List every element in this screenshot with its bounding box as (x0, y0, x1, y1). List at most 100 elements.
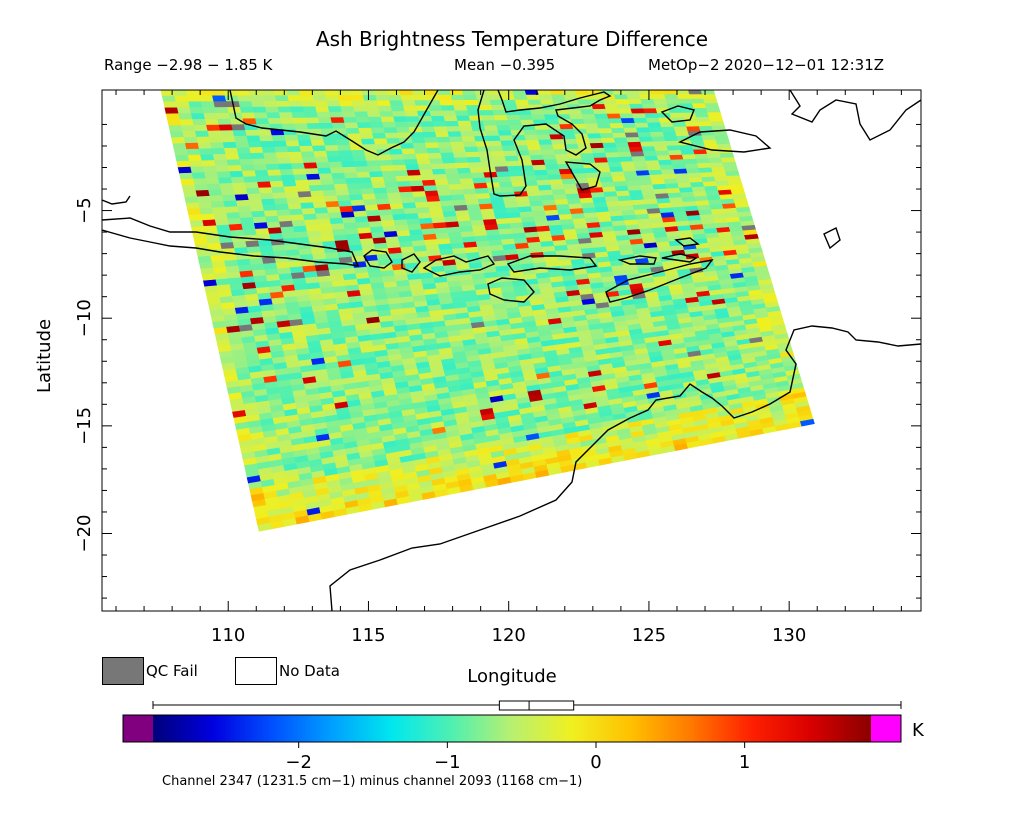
swath-cell (216, 112, 231, 120)
coastline-papua (789, 90, 921, 141)
colorbar-segment (491, 715, 495, 742)
swath-cell (263, 100, 279, 108)
swath-cell (263, 152, 278, 160)
swath-cell (218, 124, 234, 132)
swath-cell (636, 127, 651, 134)
swath-cell (514, 99, 530, 106)
swath-cell (609, 166, 624, 173)
colorbar-segment (509, 715, 513, 742)
swath-cell (188, 101, 203, 109)
swath-cell (333, 183, 349, 191)
swath-cell (198, 90, 213, 97)
y-tick-label: −5 (74, 197, 95, 224)
colorbar-segment (212, 715, 217, 742)
swath-cell (210, 201, 226, 209)
swath-cell (641, 146, 657, 152)
swath-cell (587, 133, 602, 140)
colorbar-segment (260, 715, 265, 742)
swath-cell (312, 145, 327, 152)
swath-cell (452, 152, 468, 159)
swath-cell (273, 90, 289, 97)
swath-cell (298, 196, 314, 204)
colorbar-segment (476, 715, 480, 742)
swath-cell (684, 121, 700, 128)
swath-cell (306, 123, 322, 130)
swath-cell (619, 156, 634, 163)
colorbar-segment (173, 715, 178, 742)
colorbar-segment (155, 715, 160, 742)
swath-cell (302, 156, 317, 164)
swath-cell (506, 114, 521, 121)
swath-cell (365, 105, 381, 113)
swath-cell (496, 171, 511, 178)
swath-cell (612, 132, 627, 139)
swath-cell (661, 126, 676, 133)
no-data-swatch (235, 657, 277, 685)
swath-cell (631, 113, 647, 119)
swath-cell (652, 141, 668, 147)
swath-cell (495, 120, 510, 127)
swath-cell (419, 121, 435, 128)
swath-cell (266, 112, 281, 119)
x-tick-label: 115 (351, 625, 385, 646)
swath-cell (312, 201, 328, 209)
colorbar-segment (410, 715, 414, 742)
coastline-lombok (401, 253, 421, 273)
swath-cell (326, 100, 342, 107)
colorbar-segment (425, 715, 429, 742)
swath-cell (201, 160, 217, 168)
swath-cell (527, 99, 543, 106)
colorbar-segment (191, 715, 196, 742)
swath-cell (260, 140, 276, 148)
swath-cell (508, 170, 524, 178)
colorbar-segment (655, 715, 660, 742)
swath-cell (385, 186, 401, 194)
swath-cell (328, 161, 344, 169)
x-tick-label: 125 (632, 625, 666, 646)
swath-cell (672, 121, 688, 128)
swath-cell (340, 211, 356, 219)
swath-cell (291, 219, 307, 228)
colorbar-segment (712, 715, 717, 742)
colorbar-segment (314, 715, 319, 742)
swath-cell (360, 188, 376, 195)
colorbar-segment (823, 715, 827, 742)
swath-cell (346, 183, 362, 190)
swath-cell (350, 199, 366, 207)
x-tick-label: 120 (492, 625, 526, 646)
swath-cell (448, 136, 464, 143)
swath-cell (179, 172, 194, 180)
swath-cell (593, 157, 609, 164)
swath-cell (251, 210, 266, 218)
swath-cell (310, 190, 325, 198)
swath-cell (342, 166, 358, 174)
swath-cell (465, 151, 481, 158)
swath-cell (324, 195, 339, 203)
swath-cell (320, 178, 335, 186)
swath-cell (483, 125, 499, 132)
colorbar-segment (616, 715, 621, 742)
colorbar-segment (221, 715, 226, 742)
swath-cell (259, 192, 275, 200)
swath-cell (299, 145, 315, 153)
swath-cell (665, 98, 681, 105)
colorbar-segment (347, 715, 352, 742)
swath-cell (438, 195, 454, 202)
swath-cell (617, 151, 633, 158)
swath-cell (445, 173, 461, 180)
swath-cell (580, 153, 595, 160)
colorbar-segment (574, 715, 579, 742)
swath-cell (255, 175, 271, 183)
colorbar-segment (158, 715, 163, 742)
swath-cell (452, 199, 468, 207)
colorbar-segment (862, 715, 866, 742)
swath-cell (284, 134, 299, 142)
colorbar-segment (769, 715, 773, 742)
colorbar-segment (440, 715, 444, 742)
swath-cell (404, 213, 420, 220)
swath-cell (251, 101, 266, 108)
swath-cell (325, 150, 341, 158)
colorbar-segment (640, 715, 645, 742)
swath-cell (428, 105, 443, 112)
swath-cell (194, 184, 209, 192)
